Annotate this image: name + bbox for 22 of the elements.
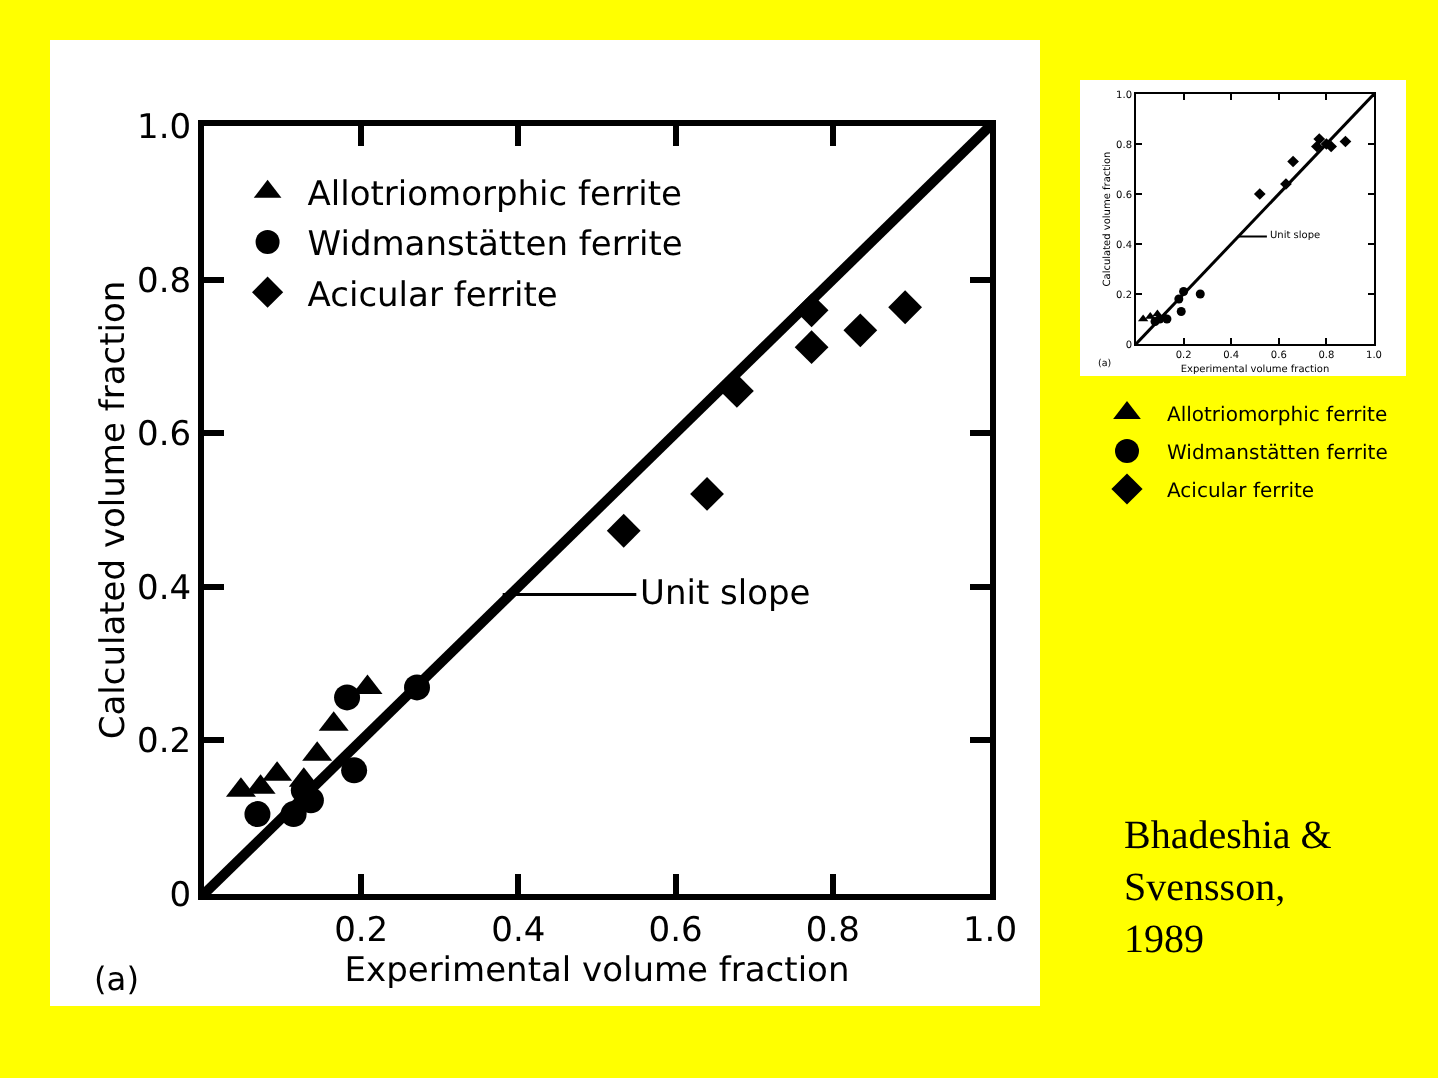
legend-label: Widmanstätten ferrite — [307, 225, 683, 266]
x-tick-label: 1.0 — [962, 910, 1018, 951]
annotation: Unit slope — [640, 574, 811, 614]
y-tick-label: 1.0 — [137, 107, 192, 148]
text: (a) — [94, 960, 139, 998]
x-axis-title: Experimental volume fraction — [344, 950, 850, 991]
y-tick-label: 0.8 — [137, 261, 192, 302]
x-tick-label: 0.4 — [491, 910, 546, 951]
y-tick-label: 0.4 — [137, 568, 192, 609]
legend-label: Acicular ferrite — [307, 275, 558, 316]
x-tick-label: 0.8 — [805, 910, 860, 951]
text: Bhadeshia & Svensson, 1989 — [1124, 814, 1333, 962]
legend-label: Allotriomorphic ferrite — [307, 175, 683, 216]
y-axis-title: Calculated volume fraction — [94, 280, 135, 740]
y-tick-label: 0.6 — [137, 415, 192, 456]
y-tick-label: 0 — [169, 875, 192, 916]
legend-label: Acicular ferrite — [1167, 480, 1315, 503]
x-tick-label: 0.6 — [648, 910, 703, 951]
legend-label: Allotriomorphic ferrite — [1167, 404, 1388, 427]
y-tick-label: 0.2 — [137, 722, 192, 763]
x-tick-label: 0.2 — [334, 910, 389, 951]
legend-label: Widmanstätten ferrite — [1167, 442, 1388, 465]
